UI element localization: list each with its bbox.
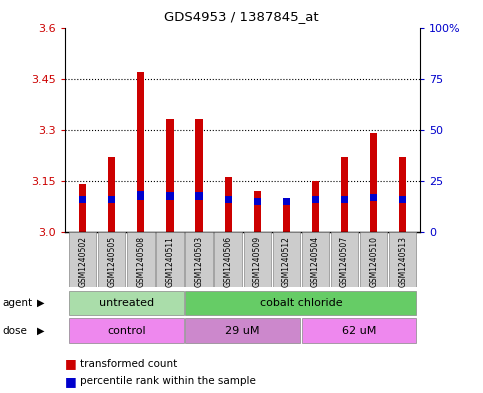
Text: untreated: untreated bbox=[99, 298, 154, 308]
Text: GSM1240509: GSM1240509 bbox=[253, 236, 262, 287]
Bar bbox=[108, 196, 115, 203]
Bar bbox=[127, 232, 155, 287]
Bar bbox=[283, 198, 290, 205]
Bar bbox=[166, 119, 173, 232]
Text: GSM1240506: GSM1240506 bbox=[224, 236, 233, 287]
Text: percentile rank within the sample: percentile rank within the sample bbox=[80, 376, 256, 386]
Text: transformed count: transformed count bbox=[80, 358, 177, 369]
Bar bbox=[254, 198, 261, 205]
Text: GDS4953 / 1387845_at: GDS4953 / 1387845_at bbox=[164, 10, 319, 23]
Text: GSM1240505: GSM1240505 bbox=[107, 236, 116, 287]
Text: GSM1240507: GSM1240507 bbox=[340, 236, 349, 287]
Bar bbox=[312, 196, 319, 203]
Bar bbox=[225, 196, 232, 203]
Bar bbox=[243, 232, 271, 287]
Bar bbox=[69, 291, 184, 315]
Bar bbox=[98, 232, 126, 287]
Bar bbox=[185, 318, 300, 343]
Bar bbox=[79, 196, 86, 203]
Text: GSM1240511: GSM1240511 bbox=[166, 236, 174, 287]
Text: GSM1240503: GSM1240503 bbox=[195, 236, 203, 287]
Text: ■: ■ bbox=[65, 357, 77, 370]
Bar bbox=[137, 72, 144, 232]
Text: GSM1240504: GSM1240504 bbox=[311, 236, 320, 287]
Bar bbox=[254, 191, 261, 232]
Text: ▶: ▶ bbox=[37, 325, 45, 336]
Text: agent: agent bbox=[2, 298, 32, 308]
Bar bbox=[196, 192, 203, 200]
Bar bbox=[312, 181, 319, 232]
Text: GSM1240513: GSM1240513 bbox=[398, 236, 407, 287]
Bar bbox=[302, 318, 416, 343]
Text: GSM1240508: GSM1240508 bbox=[136, 236, 145, 287]
Bar bbox=[196, 119, 203, 232]
Bar bbox=[273, 232, 300, 287]
Text: ■: ■ bbox=[65, 375, 77, 388]
Text: dose: dose bbox=[2, 325, 28, 336]
Text: 62 uM: 62 uM bbox=[342, 325, 376, 336]
Text: GSM1240510: GSM1240510 bbox=[369, 236, 378, 287]
Text: 29 uM: 29 uM bbox=[226, 325, 260, 336]
Bar bbox=[166, 192, 173, 200]
Bar bbox=[185, 291, 416, 315]
Bar bbox=[69, 318, 184, 343]
Bar bbox=[225, 177, 232, 232]
Bar bbox=[69, 232, 96, 287]
Text: GSM1240512: GSM1240512 bbox=[282, 236, 291, 287]
Text: GSM1240502: GSM1240502 bbox=[78, 236, 87, 287]
Bar bbox=[137, 191, 144, 200]
Bar bbox=[185, 232, 213, 287]
Bar bbox=[79, 184, 86, 232]
Bar bbox=[360, 232, 387, 287]
Bar bbox=[108, 157, 115, 232]
Bar bbox=[331, 232, 358, 287]
Text: cobalt chloride: cobalt chloride bbox=[259, 298, 342, 308]
Bar bbox=[389, 232, 416, 287]
Bar bbox=[370, 133, 377, 232]
Bar bbox=[370, 194, 377, 201]
Bar bbox=[156, 232, 184, 287]
Bar bbox=[341, 157, 348, 232]
Bar bbox=[399, 196, 406, 203]
Text: ▶: ▶ bbox=[37, 298, 45, 308]
Bar bbox=[399, 157, 406, 232]
Bar bbox=[283, 205, 290, 232]
Bar bbox=[341, 196, 348, 203]
Bar bbox=[302, 232, 329, 287]
Text: control: control bbox=[107, 325, 146, 336]
Bar bbox=[214, 232, 242, 287]
